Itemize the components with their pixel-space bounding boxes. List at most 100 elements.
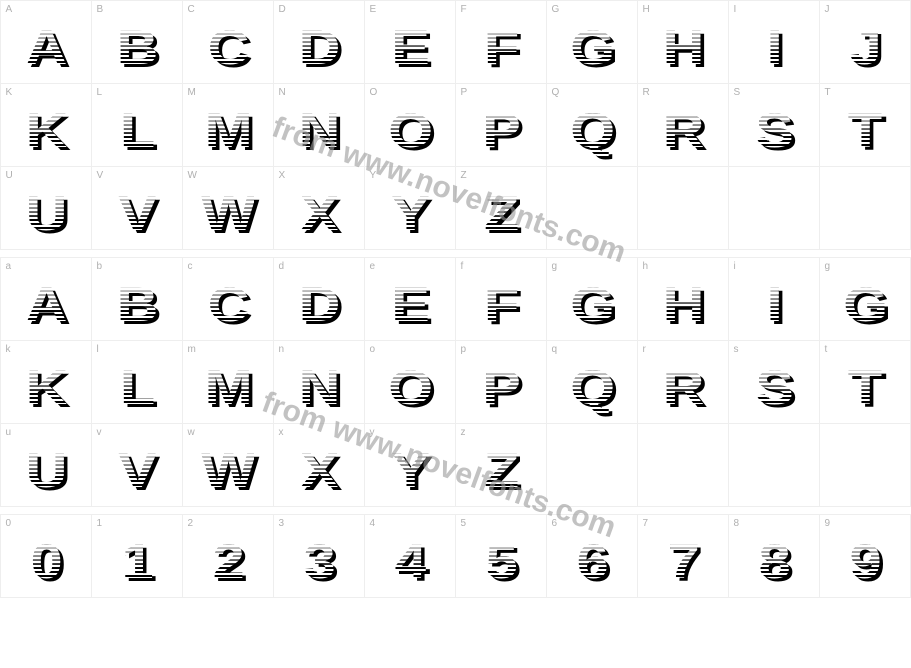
cell-label: w [188,427,195,438]
cell-label: S [734,87,741,98]
character-grid: AABBCCDDEEFFGGHHIIJJKKLLMMNNOOPPQQRRSSTT… [0,0,911,597]
cell-label: o [370,344,376,355]
cell-label: T [825,87,831,98]
glyph-main: M [204,365,251,413]
glyph-wrap: T [850,108,878,156]
glyph: N [298,365,338,413]
glyph-cell: PP [455,83,547,167]
cell-label: 3 [279,518,285,529]
glyph-main: L [120,365,154,413]
cell-label: i [734,261,736,272]
cell-label: s [734,344,739,355]
glyph-main: 8 [758,539,789,587]
cell-label: u [6,427,12,438]
glyph-main: 9 [849,539,880,587]
cell-label: 9 [825,518,831,529]
glyph-wrap: 4 [397,539,423,587]
glyph-wrap: O [391,365,427,413]
glyph-wrap: T [850,365,878,413]
glyph-main: V [118,448,155,496]
cell-label: t [825,344,828,355]
glyph: F [484,282,518,330]
glyph-cell: GG [546,0,638,84]
glyph-wrap: D [302,25,336,73]
glyph-cell: XX [273,166,365,250]
cell-label: L [97,87,103,98]
cell-label: W [188,170,197,181]
glyph-main: W [201,448,254,496]
glyph-cell: rR [637,340,729,424]
glyph: 5 [485,539,516,587]
glyph-cell [728,423,820,507]
cell-label: O [370,87,378,98]
glyph: R [662,365,702,413]
glyph-cell: aA [0,257,92,341]
glyph: P [482,108,519,156]
glyph: 1 [121,539,152,587]
glyph-main: C [207,25,247,73]
glyph-cell [819,423,911,507]
glyph: Y [391,448,428,496]
glyph: B [116,282,156,330]
glyph: O [388,108,432,156]
glyph-cell: zZ [455,423,547,507]
glyph-main: D [298,282,338,330]
glyph: D [298,25,338,73]
glyph: L [120,365,154,413]
glyph: J [849,25,880,73]
glyph-main: G [843,282,887,330]
glyph-cell: xX [273,423,365,507]
glyph: 7 [667,539,698,587]
glyph: A [25,25,65,73]
glyph-wrap: 9 [852,539,878,587]
cell-label: E [370,4,377,15]
glyph-main: K [25,108,65,156]
cell-label: 5 [461,518,467,529]
glyph: 9 [849,539,880,587]
glyph: X [300,448,337,496]
glyph-wrap: F [486,282,514,330]
glyph-cell: OO [364,83,456,167]
glyph-main: T [848,365,882,413]
glyph-wrap: Z [486,191,514,239]
glyph-cell: pP [455,340,547,424]
cell-label: R [643,87,650,98]
glyph-wrap: C [211,282,245,330]
glyph-wrap: Z [486,448,514,496]
glyph-main: 5 [485,539,516,587]
glyph-cell: eE [364,257,456,341]
glyph: T [848,365,882,413]
glyph-main: A [25,282,65,330]
glyph-cell: yY [364,423,456,507]
glyph-wrap: D [302,282,336,330]
glyph-wrap: L [122,108,150,156]
glyph: V [118,191,155,239]
glyph-cell: FF [455,0,547,84]
glyph-main: 7 [667,539,698,587]
glyph-main: 6 [576,539,607,587]
glyph-main: A [25,25,65,73]
cell-label: b [97,261,103,272]
cell-label: N [279,87,286,98]
glyph-main: X [300,191,337,239]
glyph-main: R [662,108,702,156]
glyph: G [843,282,887,330]
glyph-cell: mM [182,340,274,424]
glyph: 2 [212,539,243,587]
glyph-wrap: H [666,25,700,73]
glyph: A [25,282,65,330]
cell-label: 7 [643,518,649,529]
cell-label: y [370,427,375,438]
glyph-cell: TT [819,83,911,167]
glyph-wrap: P [485,365,516,413]
glyph-wrap: X [303,191,334,239]
glyph-main: 2 [212,539,243,587]
cell-label: C [188,4,195,15]
glyph-main: 3 [303,539,334,587]
glyph: C [207,25,247,73]
glyph-cell: 00 [0,514,92,598]
glyph-cell: AA [0,0,92,84]
glyph-cell: SS [728,83,820,167]
cell-label: A [6,4,13,15]
glyph-wrap: U [29,448,63,496]
